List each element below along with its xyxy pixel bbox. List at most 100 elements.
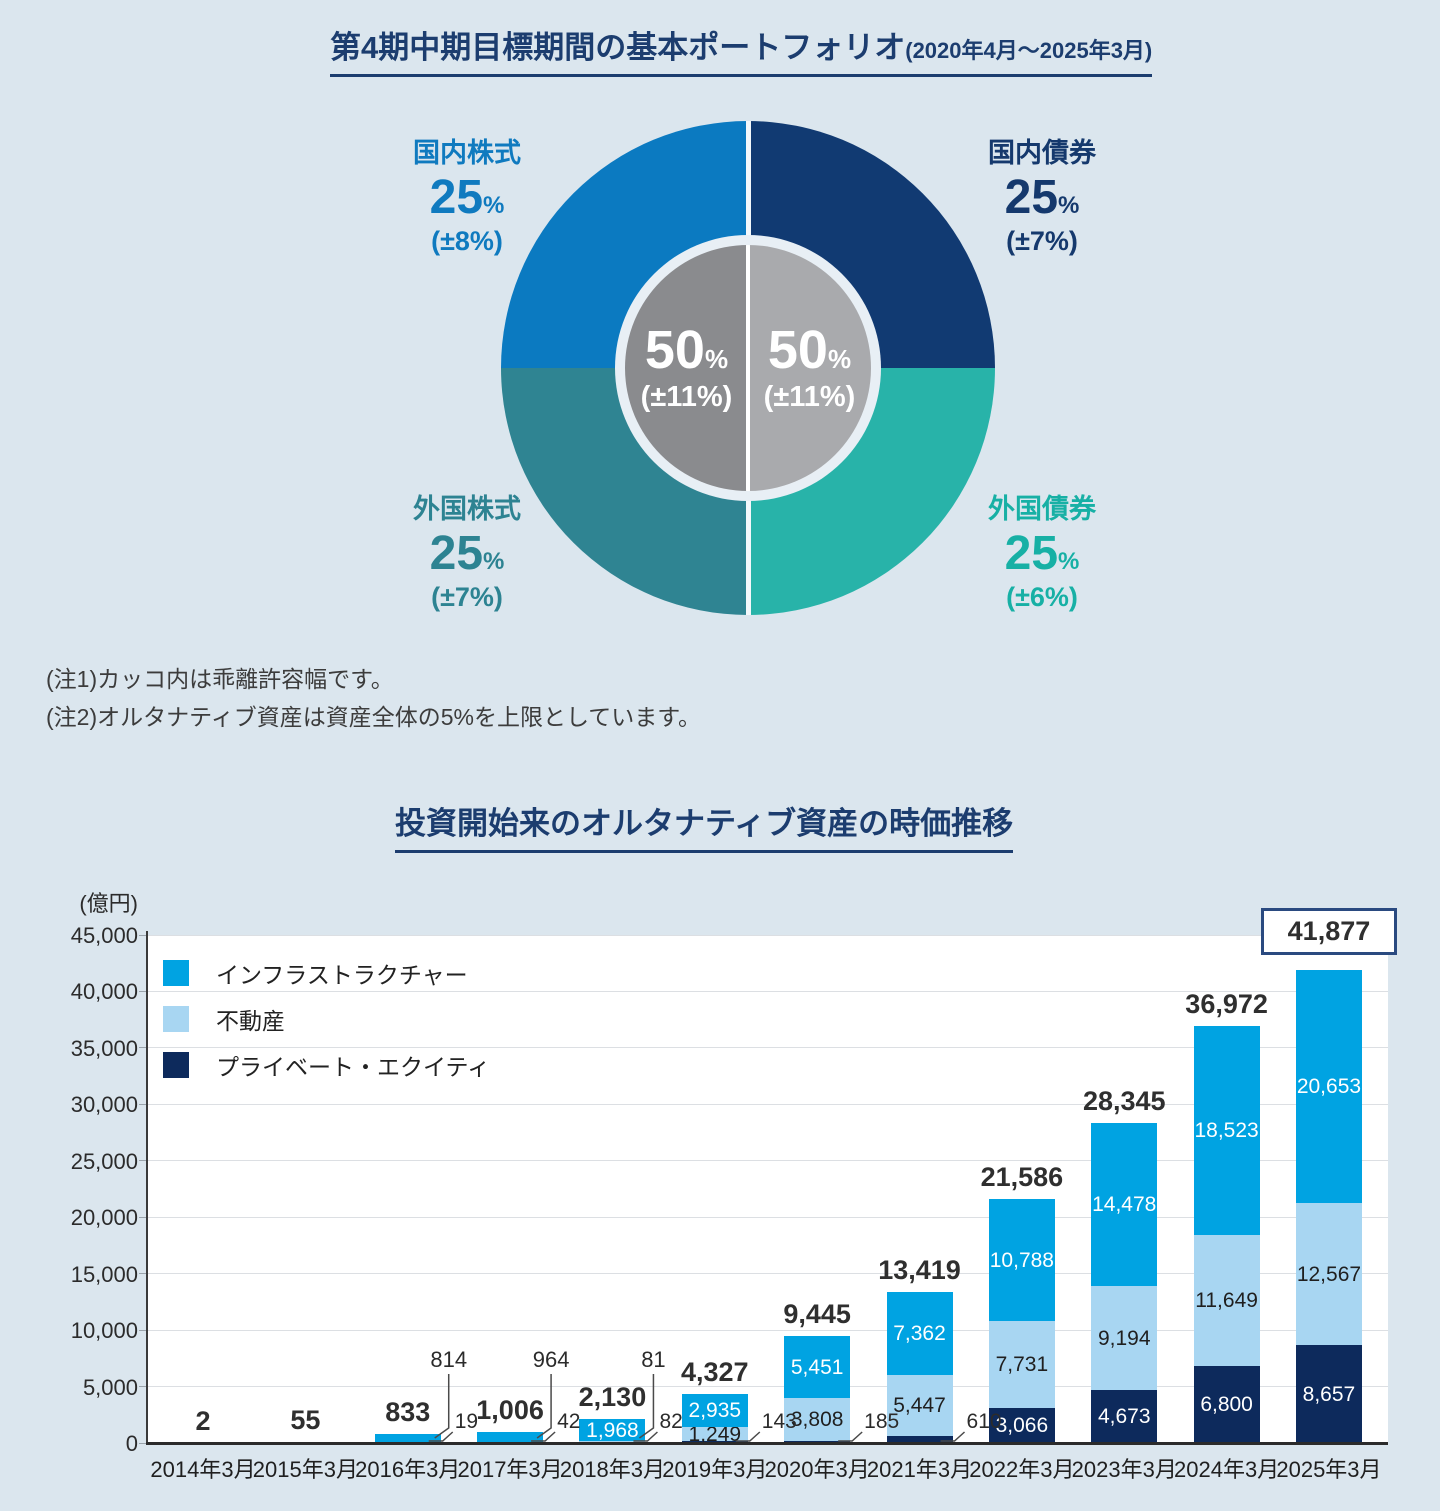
footnotes: (注1)カッコ内は乖離許容幅です。 (注2)オルタナティブ資産は資産全体の5%を… [46,660,701,736]
bar-segment-value: 8,657 [1302,1382,1356,1406]
portfolio-title-period: (2020年4月～2025年3月) [905,38,1153,63]
slice-label-domestic-equities: 国内株式 25% (±8%) [413,138,521,256]
callout-value: 814 [430,1347,468,1372]
bar-total-label: 28,345 [1082,1086,1166,1117]
slice-label-domestic-bonds: 国内債券 25% (±7%) [988,138,1096,256]
callout-value: 19 [454,1410,479,1433]
bar-segment: 6,800 [1193,1366,1260,1443]
bar-segment-value: 1,249 [688,1422,742,1446]
bar-segment: 5,451 [784,1336,851,1398]
center-circle-divider [746,245,750,491]
y-axis-label: 30,000 [70,1092,138,1118]
y-axis-tick [139,1103,148,1105]
y-axis-label: 45,000 [70,923,138,948]
bar-segment: 5,447 [886,1374,953,1437]
y-axis-label: 0 [125,1431,138,1456]
gridline [148,1047,1388,1049]
bar-segment [579,1441,646,1443]
x-axis-label: 2020年3月 [764,1457,870,1482]
y-axis-label: 35,000 [70,1035,138,1061]
bar-segment-value: 14,478 [1092,1193,1157,1217]
bar-segment-value: 5,451 [790,1355,844,1379]
y-axis-line [146,931,148,1443]
center-right-value: 50 [767,319,828,380]
center-left-group: 50% (±11%) [625,245,748,491]
callout-value: 82 [659,1410,683,1433]
x-axis-label: 2017年3月 [457,1457,563,1482]
bar-segment-value: 2,935 [688,1399,742,1423]
center-right-group: 50% (±11%) [748,245,871,491]
bar-segment: 12,567 [1295,1203,1362,1346]
bar-total-label: 13,419 [878,1254,961,1285]
portfolio-donut-chart: 50% (±11%) 50% (±11%) [501,121,995,615]
bar-segment: 3,066 [988,1408,1055,1443]
bar-segment-value: 1,968 [586,1418,639,1442]
chart-legend: インフラストラクチャー 不動産プライベート・エクイティ [163,950,490,1088]
y-axis-label: 10,000 [70,1318,138,1344]
y-axis-tick [139,1386,148,1388]
callout-value: 185 [864,1410,900,1433]
bar-total-label: 1,006 [476,1394,544,1425]
center-left-tolerance: (±11%) [640,380,733,413]
bar-segment-value: 11,649 [1195,1288,1258,1312]
legend-label: 不動産 [216,1008,285,1034]
bar-total-label: 2,130 [578,1381,647,1412]
center-left-value: 50 [644,319,705,380]
y-axis-label: 15,000 [70,1261,138,1287]
total-box: 41,877 [1260,908,1397,956]
portfolio-section-title: 第4期中期目標期間の基本ポートフォリオ(2020年4月～2025年3月) [330,22,1153,77]
legend-item: プライベート・エクイティ [163,1042,490,1088]
callout-value: 964 [532,1347,570,1372]
legend-label: プライベート・エクイティ [216,1054,491,1080]
bar-total-label: 833 [385,1396,431,1427]
y-axis-tick [139,1442,148,1444]
bar-segment-value: 5,447 [893,1393,946,1417]
bar-segment: 14,478 [1091,1123,1158,1287]
bar-segment: 3,808 [784,1397,851,1441]
legend-swatch [163,1052,189,1078]
alt-assets-section-title: 投資開始来のオルタナティブ資産の時価推移 [395,798,1014,853]
bar-segment: 20,653 [1295,970,1362,1204]
x-axis-label: 2019年3月 [662,1457,768,1482]
legend-label: インフラストラクチャー [216,962,468,988]
bar-segment-value: 7,362 [893,1321,946,1345]
center-left-percent-sign: % [704,343,729,374]
portfolio-title-text: 第4期中期目標期間の基本ポートフォリオ [330,30,906,65]
bar-segment-value: 3,808 [790,1407,844,1431]
bar-segment: 4,673 [1091,1390,1158,1443]
y-axis-tick [139,1160,148,1162]
gridline [148,990,1388,992]
x-axis-label: 2018年3月 [559,1457,666,1482]
x-axis-label: 2015年3月 [252,1457,358,1482]
bar-segment-value: 18,523 [1194,1118,1259,1142]
gridline [148,1216,1388,1218]
callout-value: 143 [761,1410,797,1433]
y-axis-label: 20,000 [70,1205,138,1231]
bar-total-label: 55 [290,1405,321,1436]
bar-segment-value: 4,673 [1097,1405,1151,1429]
bar-segment-value: 20,653 [1296,1075,1362,1099]
bar-segment-value: 7,731 [995,1353,1049,1377]
center-right-tolerance: (±11%) [763,380,856,413]
bar-total-label: 4,327 [681,1357,749,1388]
slice-label-foreign-equities: 外国株式 25% (±7%) [413,494,521,612]
bar-segment-value: 6,800 [1200,1393,1253,1417]
bar-segment: 7,362 [886,1291,953,1375]
y-axis-unit-label: (億円) [79,891,138,916]
bar-segment [477,1431,544,1443]
bar-total-label: 21,586 [980,1162,1064,1193]
bar-segment-value: 10,788 [989,1248,1054,1272]
y-axis-tick [139,1329,148,1331]
x-axis-label: 2022年3月 [969,1457,1075,1482]
legend-swatch [163,1006,189,1032]
bar-total-label: 36,972 [1185,988,1268,1019]
gridline [148,1273,1388,1275]
y-axis-tick [139,990,148,992]
gridline [148,1386,1388,1388]
bar-segment: 1,968 [579,1418,646,1442]
legend-item: 不動産 [163,996,490,1042]
gridline [148,1329,1388,1331]
bar-segment: 1,249 [681,1424,748,1445]
